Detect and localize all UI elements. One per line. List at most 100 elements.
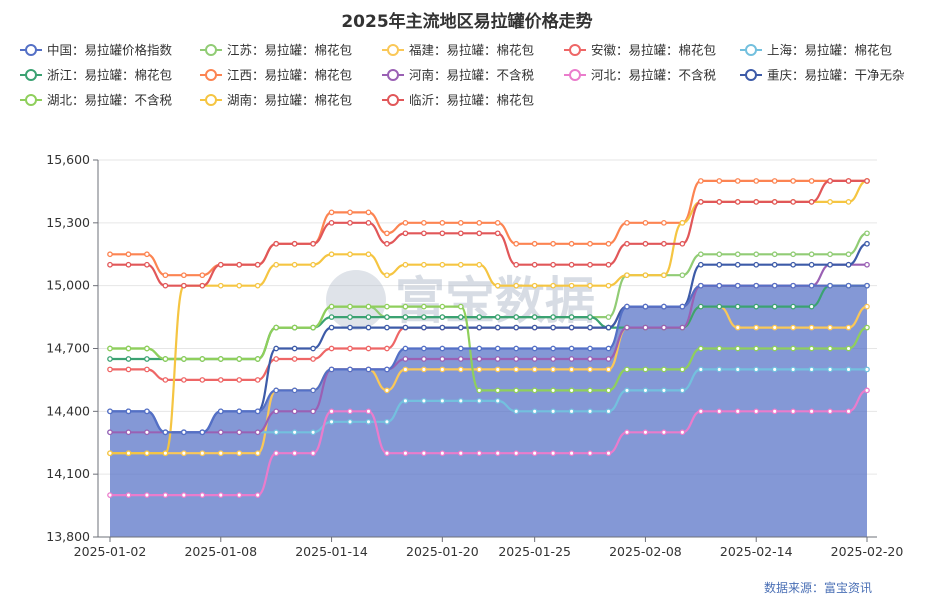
data-point: [716, 408, 723, 415]
data-point: [550, 345, 556, 352]
data-point: [439, 366, 446, 373]
data-point: [494, 282, 501, 289]
legend-item[interactable]: 河南：易拉罐：不含税: [382, 68, 535, 83]
data-point: [753, 261, 760, 268]
data-point: [199, 282, 206, 289]
data-point: [457, 366, 464, 373]
data-point: [254, 377, 261, 383]
data-point: [864, 324, 870, 331]
data-point: [550, 324, 556, 331]
data-point: [513, 261, 520, 268]
data-point: [291, 240, 298, 247]
data-point: [550, 450, 556, 457]
data-point: [679, 272, 686, 279]
data-point: [845, 261, 852, 268]
data-point: [457, 230, 464, 237]
area-series-index: [110, 285, 867, 537]
legend-item[interactable]: 中国：易拉罐价格指数: [20, 43, 173, 58]
data-point: [605, 240, 612, 247]
data-point: [587, 387, 593, 394]
legend-item[interactable]: 河北：易拉罐：不含税: [564, 68, 717, 83]
data-point: [347, 366, 353, 373]
data-point: [550, 282, 556, 289]
data-point: [531, 240, 538, 247]
legend-item[interactable]: 江西：易拉罐：棉花包: [200, 68, 352, 83]
data-point: [181, 377, 187, 383]
legend-item[interactable]: 浙江：易拉罐：棉花包: [20, 68, 172, 83]
legend-item[interactable]: 湖南：易拉罐：棉花包: [200, 93, 352, 108]
data-point: [753, 408, 760, 415]
watermark-logo-icon: [326, 270, 386, 330]
data-point: [144, 429, 150, 436]
data-point: [144, 356, 150, 362]
data-point: [273, 324, 280, 331]
data-point: [365, 303, 372, 310]
data-point: [236, 377, 243, 383]
legend-label: 江苏：易拉罐：棉花包: [227, 43, 352, 58]
data-point: [107, 450, 113, 457]
data-point: [771, 251, 778, 258]
legend-item[interactable]: 上海：易拉罐：棉花包: [740, 43, 892, 58]
data-point: [550, 314, 556, 320]
source-note: 数据来源：富宝资讯: [764, 580, 872, 595]
series-8: [107, 387, 870, 498]
data-point: [605, 450, 612, 457]
legend-marker-icon: [25, 69, 37, 81]
data-point: [679, 429, 686, 436]
data-point: [494, 366, 501, 373]
data-point: [624, 324, 630, 331]
data-point: [513, 356, 520, 362]
data-point: [421, 314, 427, 320]
data-point: [144, 366, 150, 373]
data-point: [439, 398, 446, 404]
axes: 13,800 14,100 14,400 14,700 15,000 15,300 15,6…: [46, 152, 903, 559]
data-point: [199, 356, 206, 362]
data-point: [679, 240, 686, 247]
legend-item[interactable]: 福建：易拉罐：棉花包: [382, 43, 534, 58]
data-point: [107, 366, 113, 373]
data-point: [753, 282, 760, 289]
data-point: [771, 178, 778, 184]
legend-item[interactable]: 江苏：易拉罐：棉花包: [200, 43, 352, 58]
data-point: [494, 314, 501, 320]
data-point: [845, 199, 852, 205]
legend-item[interactable]: 临沂：易拉罐：棉花包: [382, 93, 534, 108]
legend-label: 河南：易拉罐：不含税: [409, 68, 535, 83]
legend-marker-icon: [387, 69, 399, 81]
legend-marker-icon: [745, 69, 757, 81]
y-tick-label: 14,100: [46, 466, 90, 481]
series-line: [110, 179, 867, 287]
legend-item[interactable]: 重庆：易拉罐：干净无杂: [740, 68, 905, 83]
x-tick-label: 2025-01-14: [295, 544, 368, 559]
data-point: [254, 261, 261, 268]
data-point: [568, 356, 575, 362]
legend-marker-icon: [205, 94, 217, 106]
data-point: [402, 261, 409, 268]
data-point: [568, 366, 575, 373]
legend-item[interactable]: 安徽：易拉罐：棉花包: [564, 43, 716, 58]
data-point: [790, 178, 796, 184]
data-point: [439, 450, 446, 457]
data-point: [513, 345, 520, 352]
data-point: [457, 261, 464, 268]
data-point: [476, 398, 483, 404]
data-point: [808, 324, 815, 331]
legend-item[interactable]: 湖北：易拉罐：不含税: [20, 93, 173, 108]
legend-marker-icon: [25, 94, 37, 106]
data-point: [125, 408, 132, 415]
data-point: [476, 230, 483, 237]
data-point: [753, 178, 760, 184]
data-point: [808, 408, 815, 415]
data-point: [347, 324, 353, 331]
data-point: [550, 408, 556, 415]
data-point: [273, 450, 280, 457]
data-point: [845, 366, 852, 373]
data-point: [347, 418, 353, 425]
legend-label: 湖北：易拉罐：不含税: [47, 93, 173, 108]
legend-marker-icon: [25, 44, 37, 56]
data-point: [845, 251, 852, 258]
chart-title: 2025年主流地区易拉罐价格走势: [341, 11, 592, 32]
data-point: [347, 408, 353, 415]
data-point: [476, 356, 483, 362]
